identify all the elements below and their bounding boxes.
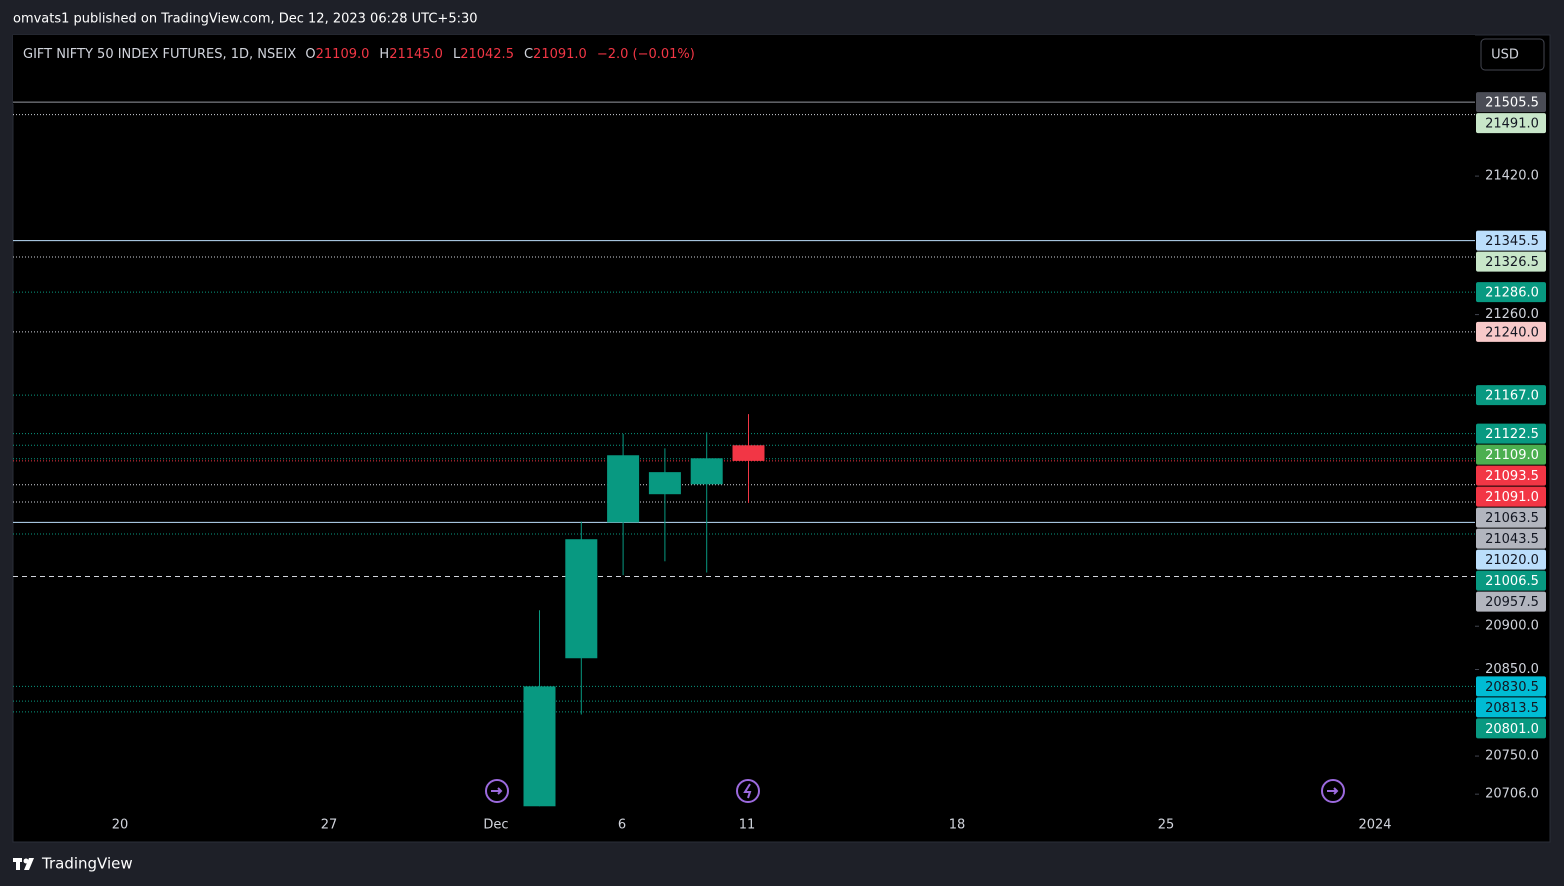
level-label: 21167.0: [1485, 389, 1539, 404]
level-tag: [1476, 444, 1546, 465]
level-tag: [1476, 230, 1546, 251]
level-tag: [1476, 113, 1546, 134]
candle-body: [648, 472, 681, 495]
level-tag: [1476, 385, 1546, 406]
x-tick-label: 2024: [1358, 818, 1391, 833]
candle-body: [523, 686, 556, 807]
x-tick-label: 25: [1158, 818, 1175, 833]
x-tick-label: 11: [739, 818, 756, 833]
x-tick-label: 27: [321, 818, 338, 833]
symbol-legend: GIFT NIFTY 50 INDEX FUTURES, 1D, NSEIX O2…: [23, 47, 695, 62]
level-tag: [1476, 528, 1546, 549]
level-label: 21326.5: [1485, 255, 1539, 270]
published-text: omvats1 published on TradingView.com, De…: [13, 12, 478, 27]
level-label: 21286.0: [1485, 286, 1539, 301]
y-tick-label: 21420.0: [1485, 169, 1539, 184]
level-label: 21093.5: [1485, 469, 1539, 484]
candle-body: [690, 458, 723, 485]
level-tag: [1476, 697, 1546, 718]
ohlc-value: 21145.0: [389, 47, 443, 62]
ohlc-value: 21091.0: [533, 47, 587, 62]
level-label: 21091.0: [1485, 490, 1539, 505]
ohlc-value: 21109.0: [316, 47, 370, 62]
level-tag: [1476, 718, 1546, 739]
level-label: 21006.5: [1485, 574, 1539, 589]
candle-body: [607, 455, 640, 523]
level-label: 20830.5: [1485, 680, 1539, 695]
x-tick-label: 6: [618, 818, 626, 833]
level-label: 21505.5: [1485, 96, 1539, 111]
x-tick-label: 20: [112, 818, 129, 833]
level-tag: [1476, 570, 1546, 591]
level-tag: [1476, 676, 1546, 697]
y-tick-label: 20706.0: [1485, 787, 1539, 802]
level-label: 21020.0: [1485, 553, 1539, 568]
y-tick-label: 21260.0: [1485, 307, 1539, 322]
y-tick-label: 20900.0: [1485, 619, 1539, 634]
level-label: 21043.5: [1485, 532, 1539, 547]
level-label: 21122.5: [1485, 427, 1539, 442]
level-label: 21345.5: [1485, 234, 1539, 249]
level-tag: [1476, 549, 1546, 570]
level-tag: [1476, 507, 1546, 528]
header-area: [13, 35, 1475, 104]
ohlc-key: O: [305, 47, 315, 62]
level-label: 21240.0: [1485, 325, 1539, 340]
x-tick-label: 18: [949, 818, 966, 833]
currency-label: USD: [1491, 48, 1519, 63]
level-tag: [1476, 282, 1546, 303]
level-tag: [1476, 591, 1546, 612]
candle-body: [565, 539, 598, 659]
level-label: 20957.5: [1485, 595, 1539, 610]
level-label: 21063.5: [1485, 511, 1539, 526]
level-tag: [1476, 423, 1546, 444]
footer-brand: TradingView: [41, 855, 133, 873]
candle-body: [732, 445, 765, 461]
logo: [13, 858, 34, 870]
symbol: GIFT NIFTY 50 INDEX FUTURES, 1D, NSEIX: [23, 47, 296, 62]
level-label: 21491.0: [1485, 117, 1539, 132]
level-tag: [1476, 486, 1546, 507]
y-tick-label: 20850.0: [1485, 662, 1539, 677]
x-tick-label: Dec: [483, 818, 508, 833]
level-tag: [1476, 251, 1546, 272]
ohlc-key: L: [453, 47, 461, 62]
level-label: 20813.5: [1485, 701, 1539, 716]
chart-pane: [12, 34, 1551, 843]
change: −2.0 (−0.01%): [597, 47, 695, 62]
level-label: 21109.0: [1485, 448, 1539, 463]
level-tag: [1476, 321, 1546, 342]
level-tag: [1476, 92, 1546, 113]
level-label: 20801.0: [1485, 722, 1539, 737]
y-tick-label: 20750.0: [1485, 749, 1539, 764]
currency-button[interactable]: [1480, 38, 1545, 71]
ohlc-key: H: [379, 47, 389, 62]
level-tag: [1476, 465, 1546, 486]
ohlc-value: 21042.5: [460, 47, 514, 62]
ohlc-key: C: [524, 47, 533, 62]
event-icons: [485, 779, 1345, 803]
